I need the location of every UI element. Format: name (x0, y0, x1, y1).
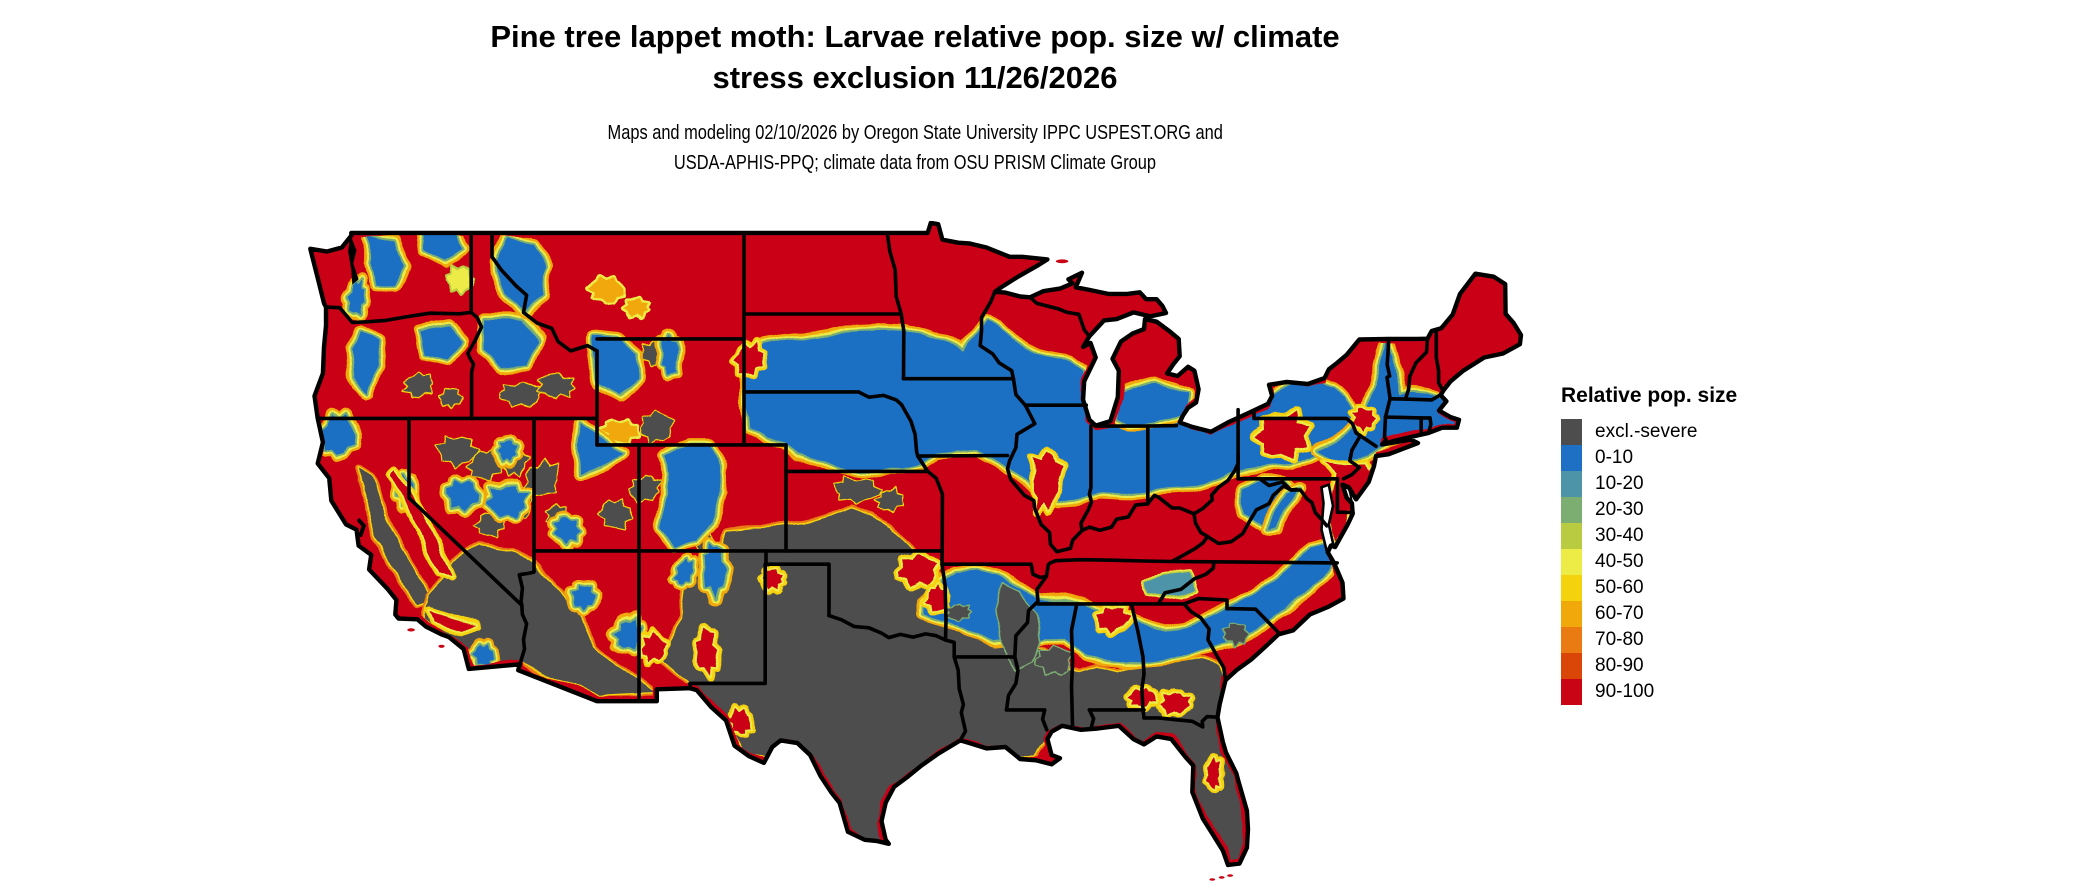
legend-item: excl.-severe (1561, 419, 1861, 445)
legend-label: 80-90 (1595, 655, 1644, 676)
legend-item: 70-80 (1561, 627, 1861, 653)
legend-item: 30-40 (1561, 523, 1861, 549)
legend-swatch-icon (1561, 653, 1582, 679)
legend-label: 60-70 (1595, 603, 1644, 624)
legend-item: 60-70 (1561, 601, 1861, 627)
legend-label: 40-50 (1595, 551, 1644, 572)
legend-swatch-icon (1561, 549, 1582, 575)
legend-item: 40-50 (1561, 549, 1861, 575)
legend-swatch-icon (1561, 627, 1582, 653)
legend-label: 0-10 (1595, 447, 1634, 468)
us-map-svg (308, 220, 1524, 881)
legend-item: 50-60 (1561, 575, 1861, 601)
legend-rows: excl.-severe 0-10 10-20 20-30 30-40 40-50 50-6… (1561, 419, 1861, 705)
legend-label: 20-30 (1595, 499, 1644, 520)
subtitle-block: Maps and modeling 02/10/2026 by Oregon S… (265, 118, 1565, 178)
legend-label: 90-100 (1595, 681, 1655, 702)
title-block: Pine tree lappet moth: Larvae relative p… (265, 16, 1565, 178)
us-raster-map (304, 220, 1534, 881)
map-title-line1: Pine tree lappet moth: Larvae relative p… (490, 19, 1340, 54)
legend-title: Relative pop. size (1561, 384, 1738, 407)
map-title-line2: stress exclusion 11/26/2026 (712, 60, 1118, 95)
map-subtitle-line1: Maps and modeling 02/10/2026 by Oregon S… (607, 122, 1223, 144)
legend-label: 30-40 (1595, 525, 1644, 546)
legend-label: 70-80 (1595, 629, 1644, 650)
legend-item: 10-20 (1561, 471, 1861, 497)
legend-item: 80-90 (1561, 653, 1861, 679)
legend-label: 10-20 (1595, 473, 1644, 494)
legend-swatch-icon (1561, 471, 1582, 497)
legend-swatch-icon (1561, 445, 1582, 471)
legend: Relative pop. size excl.-severe 0-10 10-20… (1561, 384, 1861, 705)
legend-label: 50-60 (1595, 577, 1644, 598)
legend-swatch-icon (1561, 523, 1582, 549)
legend-swatch-icon (1561, 601, 1582, 627)
legend-label: excl.-severe (1595, 421, 1698, 442)
legend-item: 90-100 (1561, 679, 1861, 705)
legend-swatch-icon (1561, 679, 1582, 705)
legend-swatch-icon (1561, 497, 1582, 523)
legend-swatch-icon (1561, 419, 1582, 445)
legend-item: 20-30 (1561, 497, 1861, 523)
map-subtitle-line2: USDA-APHIS-PPQ; climate data from OSU PR… (673, 152, 1157, 174)
legend-item: 0-10 (1561, 445, 1861, 471)
legend-swatch-icon (1561, 575, 1582, 601)
